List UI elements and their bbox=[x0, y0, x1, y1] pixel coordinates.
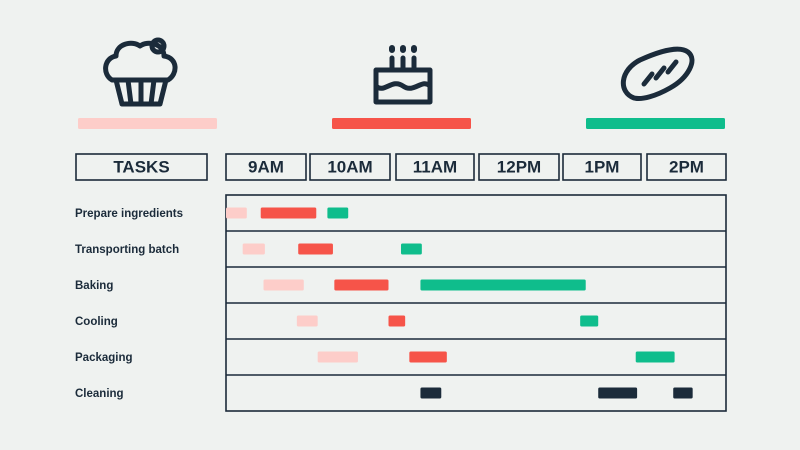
task-bar bbox=[260, 207, 317, 219]
task-bar bbox=[388, 315, 406, 327]
task-bar bbox=[635, 351, 675, 363]
time-slot-label: 10AM bbox=[327, 158, 372, 177]
task-bar bbox=[580, 315, 599, 327]
task-bar bbox=[226, 207, 247, 219]
tasks-header-label: TASKS bbox=[113, 158, 169, 177]
task-bar bbox=[327, 207, 349, 219]
time-slot-box bbox=[225, 153, 307, 181]
product-color-strip bbox=[78, 118, 217, 129]
time-slot-box bbox=[562, 153, 642, 181]
task-label: Cooling bbox=[75, 316, 118, 328]
bread-icon bbox=[621, 46, 695, 101]
task-bar bbox=[420, 279, 586, 291]
task-bar bbox=[317, 351, 358, 363]
time-slot-label: 9AM bbox=[248, 158, 284, 177]
time-slot-label: 11AM bbox=[413, 158, 457, 177]
task-bar bbox=[401, 243, 422, 255]
task-bar bbox=[673, 387, 693, 399]
task-label: Prepare ingredients bbox=[75, 208, 183, 220]
task-label: Transporting batch bbox=[75, 244, 179, 256]
product-color-strip bbox=[586, 118, 725, 129]
time-slot-box bbox=[646, 153, 727, 181]
time-slot-label: 12PM bbox=[497, 158, 541, 177]
task-bar bbox=[263, 279, 304, 291]
task-bar bbox=[409, 351, 447, 363]
task-bar bbox=[298, 243, 333, 255]
task-bar bbox=[296, 315, 318, 327]
task-label: Baking bbox=[75, 280, 113, 292]
time-slot-label: 1PM bbox=[585, 158, 620, 177]
time-slot-label: 2PM bbox=[669, 158, 704, 177]
time-slot-box bbox=[395, 153, 475, 181]
task-label: Cleaning bbox=[75, 388, 124, 400]
cupcake-icon bbox=[103, 37, 178, 107]
product-color-strip bbox=[332, 118, 471, 129]
tasks-header-box bbox=[75, 153, 208, 181]
task-bar bbox=[598, 387, 638, 399]
task-label: Packaging bbox=[75, 352, 133, 364]
time-slot-box bbox=[478, 153, 560, 181]
task-bar bbox=[242, 243, 265, 255]
birthday-cake-icon bbox=[373, 45, 433, 105]
task-bar bbox=[420, 387, 442, 399]
time-slot-box bbox=[309, 153, 391, 181]
task-bar bbox=[334, 279, 389, 291]
